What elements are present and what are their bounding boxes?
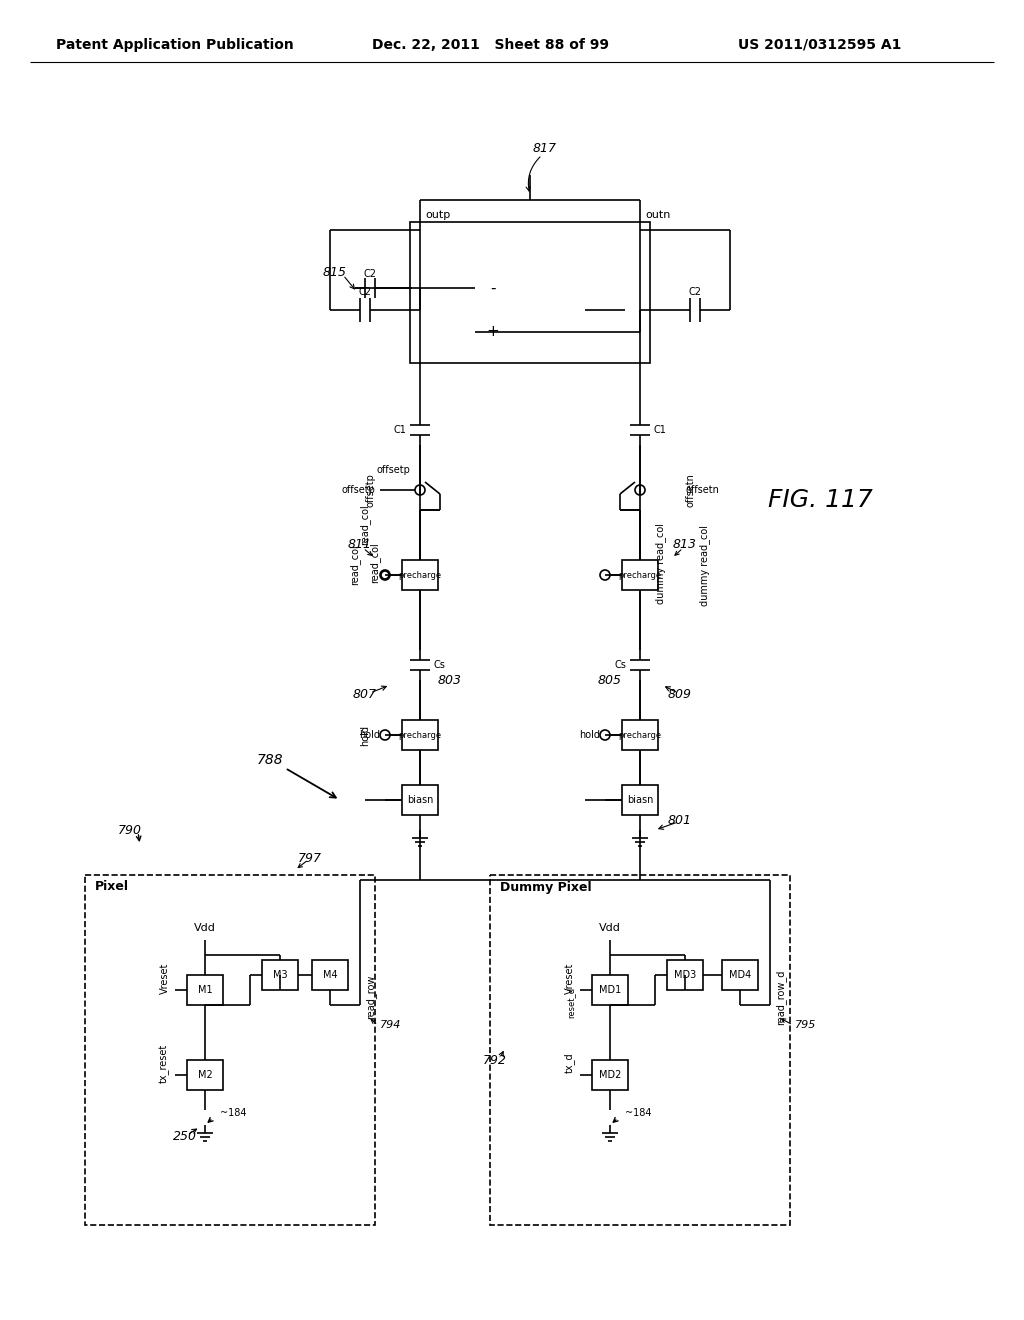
Text: hold: hold: [359, 730, 380, 741]
Bar: [85, 875, 375, 1225]
Text: Pixel: Pixel: [95, 880, 129, 894]
Text: Dummy Pixel: Dummy Pixel: [500, 880, 592, 894]
Text: -: -: [490, 281, 496, 296]
Text: read_col: read_col: [349, 545, 360, 585]
Text: MD2: MD2: [599, 1071, 622, 1080]
Text: reset_d: reset_d: [566, 986, 575, 1018]
Text: offsetn: offsetn: [685, 484, 719, 495]
Text: 807: 807: [353, 689, 377, 701]
Text: FIG. 117: FIG. 117: [768, 488, 872, 512]
Bar: [592, 975, 628, 1005]
Bar: [402, 560, 438, 590]
Text: Vreset: Vreset: [565, 962, 575, 994]
Text: Vdd: Vdd: [599, 923, 621, 933]
Text: 805: 805: [598, 673, 622, 686]
Text: ~184: ~184: [625, 1107, 651, 1118]
Text: 815: 815: [323, 265, 347, 279]
Bar: [402, 719, 438, 750]
Polygon shape: [475, 265, 585, 355]
Text: C2: C2: [688, 286, 701, 297]
Text: 803: 803: [438, 673, 462, 686]
Bar: [187, 975, 223, 1005]
Bar: [622, 785, 658, 814]
Text: C1: C1: [393, 425, 406, 436]
Text: biasn: biasn: [407, 795, 433, 805]
Text: 813: 813: [673, 539, 697, 552]
Text: MD1: MD1: [599, 985, 622, 995]
Text: read_row_d: read_row_d: [775, 969, 785, 1024]
Text: 801: 801: [668, 813, 692, 826]
Text: 794: 794: [380, 1020, 401, 1030]
Text: biasn: biasn: [627, 795, 653, 805]
Text: 790: 790: [118, 824, 142, 837]
Bar: [187, 1060, 223, 1090]
Text: C2: C2: [364, 269, 377, 279]
Text: Cs: Cs: [614, 660, 626, 671]
Text: Patent Application Publication: Patent Application Publication: [56, 38, 294, 51]
Text: precharge: precharge: [398, 730, 441, 739]
Text: hold: hold: [360, 725, 370, 746]
Text: 809: 809: [668, 689, 692, 701]
Text: tx_d: tx_d: [564, 1052, 575, 1073]
Text: precharge: precharge: [618, 570, 662, 579]
Bar: [592, 1060, 628, 1090]
Text: precharge: precharge: [618, 730, 662, 739]
Text: Dec. 22, 2011   Sheet 88 of 99: Dec. 22, 2011 Sheet 88 of 99: [372, 38, 608, 51]
Text: read_col: read_col: [359, 504, 370, 545]
Bar: [312, 960, 348, 990]
Text: +: +: [486, 325, 500, 339]
Text: dummy read_col: dummy read_col: [699, 524, 711, 606]
Text: 250: 250: [173, 1130, 197, 1143]
Text: dummy read_col: dummy read_col: [655, 523, 666, 603]
Text: 797: 797: [298, 851, 322, 865]
Text: C2: C2: [358, 286, 372, 297]
Bar: [262, 960, 298, 990]
Text: outn: outn: [645, 210, 671, 220]
Bar: [622, 719, 658, 750]
Text: MD4: MD4: [729, 970, 752, 979]
Text: M1: M1: [198, 985, 212, 995]
Text: precharge: precharge: [398, 570, 441, 579]
Text: read_row: read_row: [365, 974, 376, 1019]
Bar: [490, 875, 790, 1225]
Text: Vreset: Vreset: [160, 962, 170, 994]
Text: Vdd: Vdd: [195, 923, 216, 933]
Text: MD3: MD3: [674, 970, 696, 979]
Bar: [722, 960, 758, 990]
Text: offsetn: offsetn: [685, 473, 695, 507]
Text: ~184: ~184: [220, 1107, 247, 1118]
Text: M4: M4: [323, 970, 337, 979]
Text: offsetp: offsetp: [341, 484, 375, 495]
Text: offsetp: offsetp: [365, 473, 375, 507]
Bar: [667, 960, 703, 990]
Text: read_col: read_col: [369, 543, 380, 583]
Text: 795: 795: [795, 1020, 816, 1030]
Text: hold: hold: [579, 730, 600, 741]
Bar: [622, 560, 658, 590]
Text: 788: 788: [257, 752, 284, 767]
Text: outp: outp: [425, 210, 451, 220]
Text: 811: 811: [348, 539, 372, 552]
Bar: [402, 785, 438, 814]
Text: 817: 817: [534, 141, 557, 154]
Text: offsetp: offsetp: [376, 465, 410, 475]
Text: C1: C1: [654, 425, 667, 436]
Text: M2: M2: [198, 1071, 212, 1080]
Text: tx_reset: tx_reset: [160, 1043, 170, 1082]
Text: 792: 792: [483, 1053, 507, 1067]
Text: US 2011/0312595 A1: US 2011/0312595 A1: [738, 38, 902, 51]
Text: M3: M3: [272, 970, 288, 979]
Text: Cs: Cs: [434, 660, 445, 671]
Bar: [410, 222, 650, 363]
